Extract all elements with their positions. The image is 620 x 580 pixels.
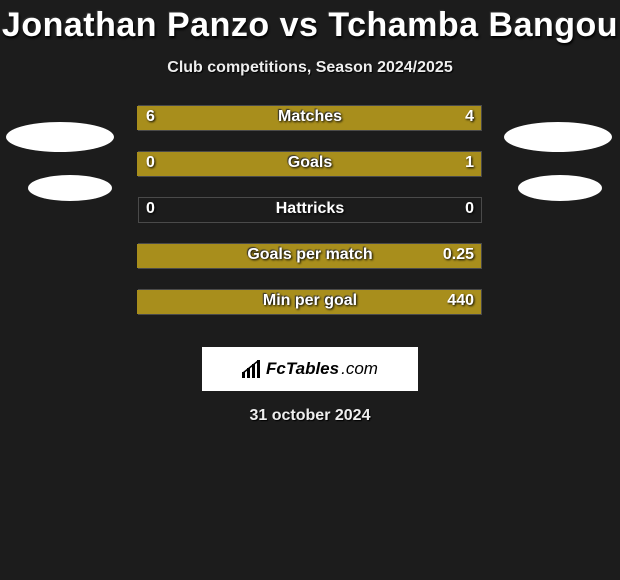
logo-text: FcTables: [266, 359, 339, 379]
decorative-ellipse: [6, 122, 114, 152]
decorative-ellipse: [28, 175, 112, 201]
date-label: 31 october 2024: [0, 407, 620, 425]
bar-right: [137, 290, 481, 314]
page-title: Jonathan Panzo vs Tchamba Bangou: [0, 0, 620, 45]
subtitle: Club competitions, Season 2024/2025: [0, 59, 620, 77]
stat-row: Goals per match0.25: [0, 243, 620, 289]
bar-track: [138, 243, 482, 269]
bar-track: [138, 197, 482, 223]
stat-row: Min per goal440: [0, 289, 620, 335]
bar-right: [137, 244, 481, 268]
bar-right: [137, 106, 481, 130]
decorative-ellipse: [518, 175, 602, 201]
bar-track: [138, 151, 482, 177]
decorative-ellipse: [504, 122, 612, 152]
stat-row: Hattricks00: [0, 197, 620, 243]
bar-right: [137, 152, 481, 176]
bar-track: [138, 289, 482, 315]
bars-icon: [242, 360, 264, 378]
bar-track: [138, 105, 482, 131]
logo-box: FcTables.com: [202, 347, 418, 391]
logo-ext: .com: [341, 359, 378, 379]
